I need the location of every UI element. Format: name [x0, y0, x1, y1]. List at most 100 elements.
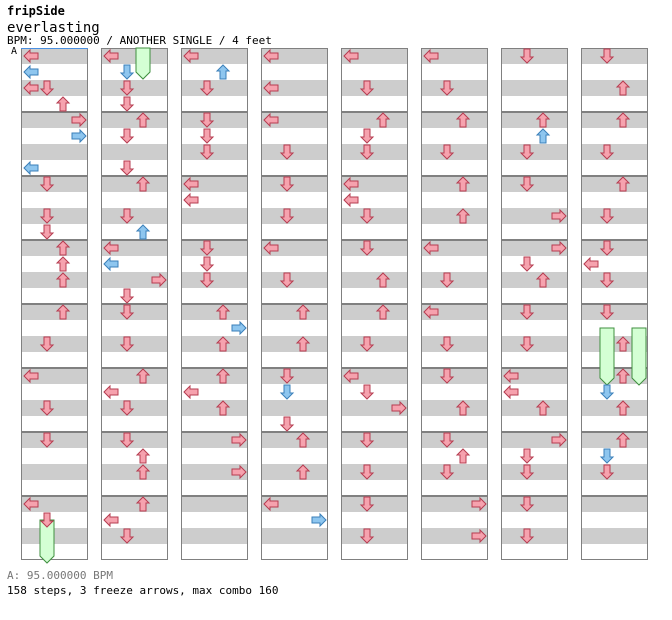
- left-arrow: [343, 48, 359, 64]
- measure-box: [101, 432, 168, 496]
- down-arrow: [119, 400, 135, 416]
- down-arrow: [39, 208, 55, 224]
- up-arrow: [455, 112, 471, 128]
- measure-box: [501, 368, 568, 432]
- up-arrow: [55, 256, 71, 272]
- down-arrow: [599, 48, 615, 64]
- up-arrow: [215, 64, 231, 80]
- measure-box: [421, 496, 488, 560]
- right-arrow: [471, 528, 487, 544]
- up-arrow: [455, 208, 471, 224]
- left-arrow: [263, 112, 279, 128]
- down-arrow: [119, 160, 135, 176]
- measure-box: [101, 48, 168, 112]
- freeze-arrow: [599, 327, 615, 386]
- left-arrow: [103, 512, 119, 528]
- down-arrow: [279, 176, 295, 192]
- down-arrow: [359, 496, 375, 512]
- up-arrow: [215, 336, 231, 352]
- down-arrow: [519, 464, 535, 480]
- measure-box: [21, 432, 88, 496]
- left-arrow: [503, 384, 519, 400]
- down-arrow: [279, 416, 295, 432]
- up-arrow: [55, 304, 71, 320]
- measure-box: [181, 304, 248, 368]
- measure-box: [421, 48, 488, 112]
- right-arrow: [231, 432, 247, 448]
- down-arrow: [599, 208, 615, 224]
- down-arrow: [359, 464, 375, 480]
- measure-box: [21, 176, 88, 240]
- down-arrow: [119, 80, 135, 96]
- left-arrow: [103, 48, 119, 64]
- up-arrow: [535, 112, 551, 128]
- left-arrow: [343, 192, 359, 208]
- down-arrow: [519, 48, 535, 64]
- measure-box: [101, 368, 168, 432]
- up-arrow: [615, 112, 631, 128]
- up-arrow: [615, 80, 631, 96]
- measure-box: [21, 368, 88, 432]
- left-arrow: [263, 80, 279, 96]
- down-arrow: [439, 464, 455, 480]
- measure-box: [261, 496, 328, 560]
- down-arrow: [599, 240, 615, 256]
- down-arrow: [279, 384, 295, 400]
- left-arrow: [103, 256, 119, 272]
- right-arrow: [551, 432, 567, 448]
- measure-box: [21, 304, 88, 368]
- left-arrow: [263, 240, 279, 256]
- down-arrow: [439, 80, 455, 96]
- down-arrow: [439, 336, 455, 352]
- measure-box: [341, 112, 408, 176]
- left-arrow: [103, 240, 119, 256]
- down-arrow: [599, 464, 615, 480]
- up-arrow: [615, 176, 631, 192]
- down-arrow: [599, 448, 615, 464]
- measure-box: [501, 112, 568, 176]
- chart-meta: BPM: 95.000000 / ANOTHER SINGLE / 4 feet: [7, 34, 272, 47]
- up-arrow: [135, 224, 151, 240]
- measure-box: [261, 368, 328, 432]
- measure-box: [501, 496, 568, 560]
- up-arrow: [295, 304, 311, 320]
- left-arrow: [23, 368, 39, 384]
- down-arrow: [359, 528, 375, 544]
- right-arrow: [311, 512, 327, 528]
- left-arrow: [263, 496, 279, 512]
- measure-box: [261, 112, 328, 176]
- measure-box: [261, 176, 328, 240]
- left-arrow: [23, 160, 39, 176]
- measure-box: [581, 112, 648, 176]
- section-marker: A: [11, 46, 18, 57]
- up-arrow: [535, 128, 551, 144]
- left-arrow: [183, 192, 199, 208]
- up-arrow: [215, 368, 231, 384]
- measure-box: [341, 176, 408, 240]
- right-arrow: [471, 496, 487, 512]
- measure-box: [101, 240, 168, 304]
- down-arrow: [519, 144, 535, 160]
- measure-box: [341, 496, 408, 560]
- measure-box: [501, 432, 568, 496]
- measure-box: [181, 368, 248, 432]
- down-arrow: [119, 128, 135, 144]
- measure-box: [181, 240, 248, 304]
- right-arrow: [391, 400, 407, 416]
- right-arrow: [551, 208, 567, 224]
- down-arrow: [599, 304, 615, 320]
- up-arrow: [455, 400, 471, 416]
- left-arrow: [423, 48, 439, 64]
- down-arrow: [119, 96, 135, 112]
- down-arrow: [359, 128, 375, 144]
- down-arrow: [439, 272, 455, 288]
- measure-box: [101, 176, 168, 240]
- up-arrow: [135, 368, 151, 384]
- down-arrow: [119, 336, 135, 352]
- down-arrow: [519, 448, 535, 464]
- song-title: everlasting: [7, 20, 100, 36]
- down-arrow: [39, 224, 55, 240]
- measure-box: [341, 368, 408, 432]
- down-arrow: [519, 304, 535, 320]
- measure-box: [101, 112, 168, 176]
